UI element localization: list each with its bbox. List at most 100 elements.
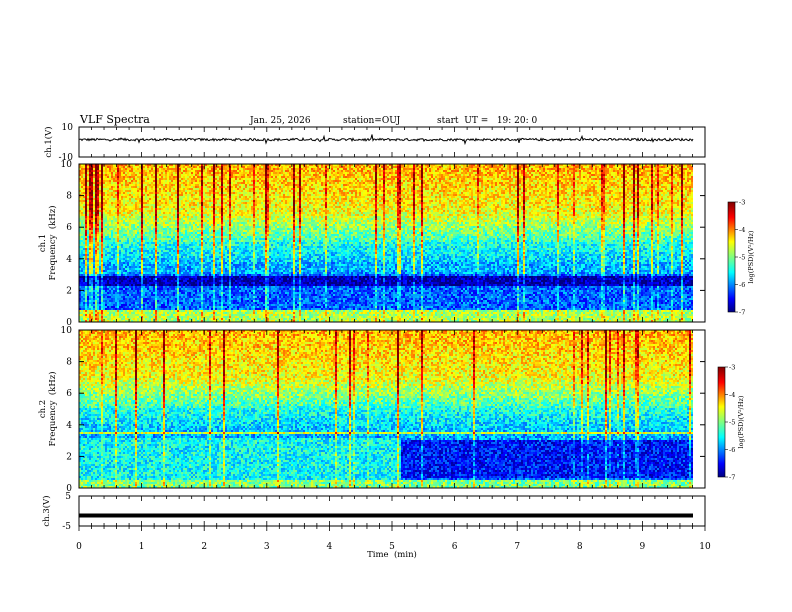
spec1-cell xyxy=(177,176,179,178)
spec1-cell xyxy=(473,166,475,168)
spec1-cell xyxy=(435,174,437,176)
spec1-cell xyxy=(101,168,103,170)
spec1-cell xyxy=(543,174,545,176)
spec1-cell xyxy=(305,166,307,168)
spec1-cell xyxy=(219,174,221,176)
spec1-cell xyxy=(431,174,433,176)
spec1-cell xyxy=(665,172,667,174)
spec1-cell xyxy=(269,178,271,180)
spec1-cell xyxy=(635,168,637,170)
spec1-cell xyxy=(329,172,331,174)
spec1-cell xyxy=(295,174,297,176)
spec1-cell xyxy=(649,168,651,170)
spec1-cell xyxy=(607,166,609,168)
spec1-cell xyxy=(517,176,519,178)
spec1-cell xyxy=(491,172,493,174)
spec1-cell xyxy=(327,166,329,168)
spec1-cell xyxy=(543,172,545,174)
spec1-cell xyxy=(181,170,183,172)
spec1-cell xyxy=(219,166,221,168)
spec1-cell xyxy=(95,168,97,170)
spec1-cell xyxy=(671,178,673,180)
spec1-cell xyxy=(239,166,241,168)
spec1-cell xyxy=(417,172,419,174)
spec1-cell xyxy=(275,172,277,174)
spec1-cell xyxy=(373,168,375,170)
spec1-cell xyxy=(683,168,685,170)
spec1-cell xyxy=(535,168,537,170)
spec1-cell xyxy=(373,172,375,174)
spec1-cell xyxy=(603,178,605,180)
spec1-cell xyxy=(455,176,457,178)
spec1-cell xyxy=(523,178,525,180)
spec1-cell xyxy=(331,168,333,170)
spec1-cell xyxy=(149,178,151,180)
spec1-cell xyxy=(255,170,257,172)
spec1-cell xyxy=(467,178,469,180)
spec1-cell xyxy=(611,176,613,178)
spec1-cell xyxy=(329,178,331,180)
spec1-cell xyxy=(215,174,217,176)
spec1-cell xyxy=(655,168,657,170)
spec1-cell xyxy=(217,170,219,172)
spec1-cell xyxy=(251,174,253,176)
spec1-cell xyxy=(417,178,419,180)
spec1-cell xyxy=(247,174,249,176)
spec1-cell xyxy=(263,166,265,168)
spec1-cell xyxy=(573,170,575,172)
spec1-cell xyxy=(141,176,143,178)
spec1-cell xyxy=(303,174,305,176)
spec1-cell xyxy=(91,168,93,170)
spec1-cell xyxy=(165,168,167,170)
spec1-cell xyxy=(627,166,629,168)
spec1-cell xyxy=(237,170,239,172)
spec1-cell xyxy=(283,178,285,180)
spec1-cell xyxy=(411,172,413,174)
spec1-cell xyxy=(417,174,419,176)
spec1-cell xyxy=(137,168,139,170)
spec1-cell xyxy=(255,178,257,180)
spec1-cell xyxy=(253,168,255,170)
spec1-cell xyxy=(557,174,559,176)
spec1-cell xyxy=(225,178,227,180)
spec1-cell xyxy=(269,172,271,174)
spec1-cell xyxy=(581,176,583,178)
spec1-cell xyxy=(145,172,147,174)
spec1-cell xyxy=(537,178,539,180)
spec1-cell xyxy=(675,166,677,168)
spec1-cell xyxy=(407,174,409,176)
spec1-cell xyxy=(525,172,527,174)
spec1-cell xyxy=(209,176,211,178)
spec1-cell xyxy=(235,172,237,174)
spec1-cell xyxy=(105,168,107,170)
spec1-cell xyxy=(99,174,101,176)
spec1-cell xyxy=(659,174,661,176)
spec1-cell xyxy=(303,168,305,170)
spec1-cell xyxy=(115,180,117,182)
spec1-cell xyxy=(143,168,145,170)
spec1-cell xyxy=(85,180,87,182)
spec1-cell xyxy=(409,168,411,170)
spec1-cell xyxy=(619,166,621,168)
spec1-cell xyxy=(335,178,337,180)
spec1-cell xyxy=(425,172,427,174)
spec1-cell xyxy=(441,172,443,174)
spec1-cell xyxy=(321,172,323,174)
spec1-cell xyxy=(251,178,253,180)
spec1-cell xyxy=(113,168,115,170)
spec1-cell xyxy=(139,166,141,168)
spec1-cell xyxy=(113,166,115,168)
spec1-cell xyxy=(399,168,401,170)
spec1-cell xyxy=(303,170,305,172)
spec1-cell xyxy=(233,174,235,176)
spec1-cell xyxy=(515,170,517,172)
spec1-cell xyxy=(339,176,341,178)
spec1-cell xyxy=(415,178,417,180)
spec1-cell xyxy=(621,166,623,168)
spec1-cell xyxy=(463,172,465,174)
spec1-cell xyxy=(351,170,353,172)
spec1-cell xyxy=(189,176,191,178)
ch1-ytick-top: 10 xyxy=(62,123,74,133)
spec1-cell xyxy=(81,170,83,172)
spec1-cell xyxy=(685,172,687,174)
